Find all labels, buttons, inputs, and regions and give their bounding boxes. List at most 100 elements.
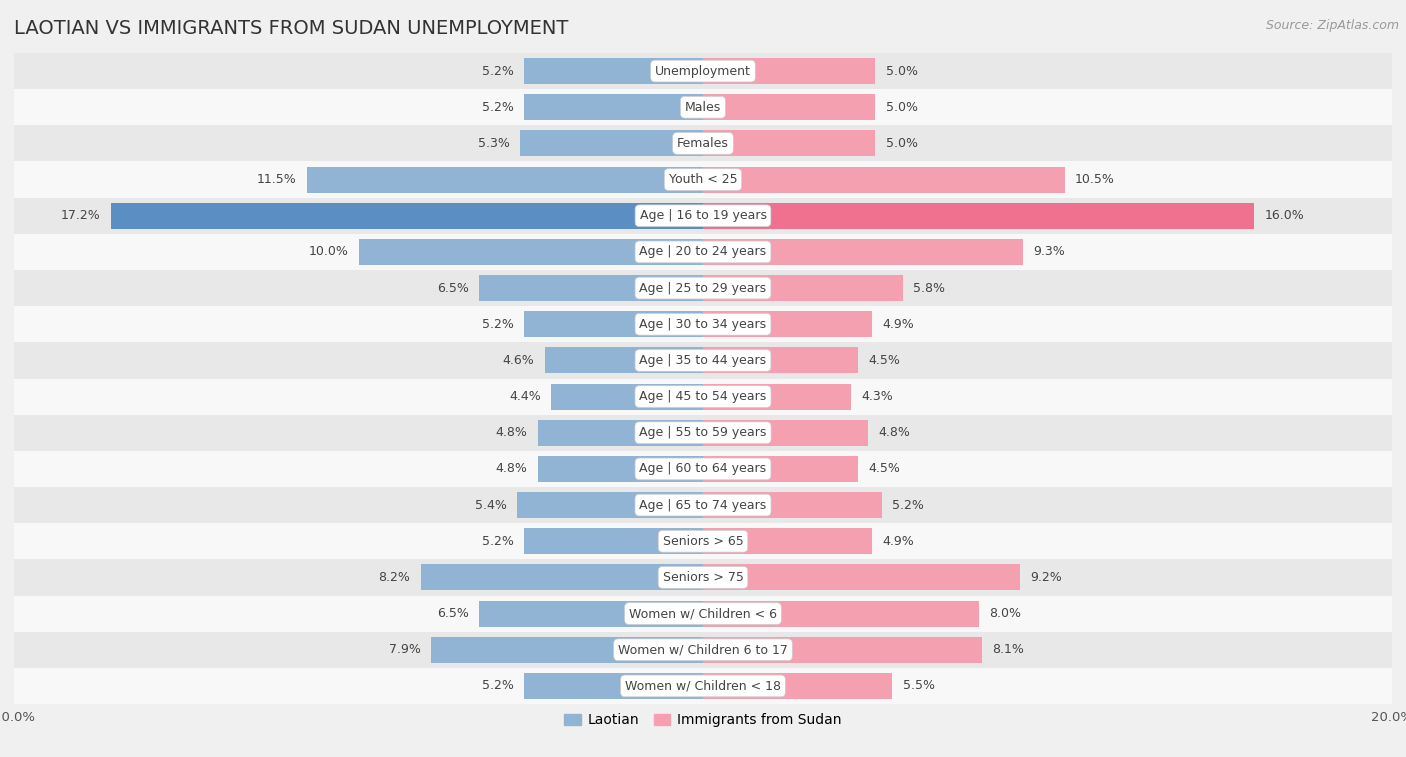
Text: 5.2%: 5.2%: [482, 680, 513, 693]
Bar: [524, 58, 703, 84]
Bar: [14, 559, 1392, 596]
Bar: [703, 637, 981, 663]
Text: 6.5%: 6.5%: [437, 282, 468, 294]
Bar: [14, 451, 1392, 487]
Text: 5.2%: 5.2%: [482, 101, 513, 114]
Text: Age | 25 to 29 years: Age | 25 to 29 years: [640, 282, 766, 294]
Text: 4.8%: 4.8%: [879, 426, 911, 439]
Bar: [14, 342, 1392, 378]
Bar: [14, 234, 1392, 270]
Text: 5.2%: 5.2%: [482, 534, 513, 548]
Text: Females: Females: [678, 137, 728, 150]
Bar: [479, 600, 703, 627]
Text: 10.5%: 10.5%: [1076, 173, 1115, 186]
Bar: [703, 565, 1019, 590]
Text: Women w/ Children < 6: Women w/ Children < 6: [628, 607, 778, 620]
Bar: [703, 528, 872, 554]
Text: 5.2%: 5.2%: [482, 64, 513, 77]
Text: Age | 20 to 24 years: Age | 20 to 24 years: [640, 245, 766, 258]
Text: Age | 55 to 59 years: Age | 55 to 59 years: [640, 426, 766, 439]
Text: 16.0%: 16.0%: [1264, 209, 1305, 223]
Text: Seniors > 65: Seniors > 65: [662, 534, 744, 548]
Text: Age | 30 to 34 years: Age | 30 to 34 years: [640, 318, 766, 331]
Bar: [537, 419, 703, 446]
Bar: [703, 239, 1024, 265]
Bar: [430, 637, 703, 663]
Text: Seniors > 75: Seniors > 75: [662, 571, 744, 584]
Text: 5.2%: 5.2%: [893, 499, 924, 512]
Text: 5.2%: 5.2%: [482, 318, 513, 331]
Bar: [703, 275, 903, 301]
Bar: [703, 600, 979, 627]
Text: Women w/ Children < 18: Women w/ Children < 18: [626, 680, 780, 693]
Text: Age | 35 to 44 years: Age | 35 to 44 years: [640, 354, 766, 367]
Bar: [14, 378, 1392, 415]
Text: Age | 65 to 74 years: Age | 65 to 74 years: [640, 499, 766, 512]
Bar: [524, 673, 703, 699]
Text: 5.0%: 5.0%: [886, 101, 918, 114]
Bar: [14, 668, 1392, 704]
Bar: [544, 347, 703, 373]
Text: 8.2%: 8.2%: [378, 571, 411, 584]
Text: 5.0%: 5.0%: [886, 137, 918, 150]
Text: Age | 60 to 64 years: Age | 60 to 64 years: [640, 463, 766, 475]
Bar: [359, 239, 703, 265]
Bar: [537, 456, 703, 482]
Bar: [14, 487, 1392, 523]
Bar: [14, 415, 1392, 451]
Text: Source: ZipAtlas.com: Source: ZipAtlas.com: [1265, 19, 1399, 32]
Bar: [520, 130, 703, 157]
Text: LAOTIAN VS IMMIGRANTS FROM SUDAN UNEMPLOYMENT: LAOTIAN VS IMMIGRANTS FROM SUDAN UNEMPLO…: [14, 19, 568, 38]
Bar: [14, 198, 1392, 234]
Bar: [551, 384, 703, 410]
Bar: [703, 384, 851, 410]
Bar: [14, 53, 1392, 89]
Text: 4.5%: 4.5%: [869, 354, 900, 367]
Bar: [479, 275, 703, 301]
Text: 4.4%: 4.4%: [509, 390, 541, 403]
Text: Age | 45 to 54 years: Age | 45 to 54 years: [640, 390, 766, 403]
Text: 7.9%: 7.9%: [388, 643, 420, 656]
Bar: [524, 311, 703, 338]
Text: 4.8%: 4.8%: [495, 463, 527, 475]
Text: 4.3%: 4.3%: [862, 390, 893, 403]
Text: Males: Males: [685, 101, 721, 114]
Text: 10.0%: 10.0%: [308, 245, 349, 258]
Text: 4.6%: 4.6%: [502, 354, 534, 367]
Bar: [14, 306, 1392, 342]
Bar: [524, 94, 703, 120]
Text: 5.5%: 5.5%: [903, 680, 935, 693]
Bar: [703, 203, 1254, 229]
Text: 9.3%: 9.3%: [1033, 245, 1066, 258]
Text: 5.3%: 5.3%: [478, 137, 510, 150]
Text: 5.0%: 5.0%: [886, 64, 918, 77]
Text: 4.8%: 4.8%: [495, 426, 527, 439]
Text: Unemployment: Unemployment: [655, 64, 751, 77]
Bar: [703, 492, 882, 518]
Text: 8.1%: 8.1%: [993, 643, 1024, 656]
Bar: [517, 492, 703, 518]
Bar: [703, 58, 875, 84]
Bar: [703, 167, 1064, 192]
Bar: [703, 311, 872, 338]
Text: Age | 16 to 19 years: Age | 16 to 19 years: [640, 209, 766, 223]
Bar: [14, 596, 1392, 631]
Bar: [14, 631, 1392, 668]
Text: 17.2%: 17.2%: [60, 209, 100, 223]
Text: 4.5%: 4.5%: [869, 463, 900, 475]
Bar: [14, 270, 1392, 306]
Bar: [111, 203, 703, 229]
Bar: [14, 126, 1392, 161]
Bar: [703, 347, 858, 373]
Bar: [14, 161, 1392, 198]
Text: 11.5%: 11.5%: [257, 173, 297, 186]
Bar: [14, 89, 1392, 126]
Text: 5.8%: 5.8%: [912, 282, 945, 294]
Text: 9.2%: 9.2%: [1031, 571, 1062, 584]
Legend: Laotian, Immigrants from Sudan: Laotian, Immigrants from Sudan: [558, 708, 848, 733]
Bar: [703, 673, 893, 699]
Bar: [14, 523, 1392, 559]
Text: 6.5%: 6.5%: [437, 607, 468, 620]
Text: 5.4%: 5.4%: [475, 499, 506, 512]
Bar: [307, 167, 703, 192]
